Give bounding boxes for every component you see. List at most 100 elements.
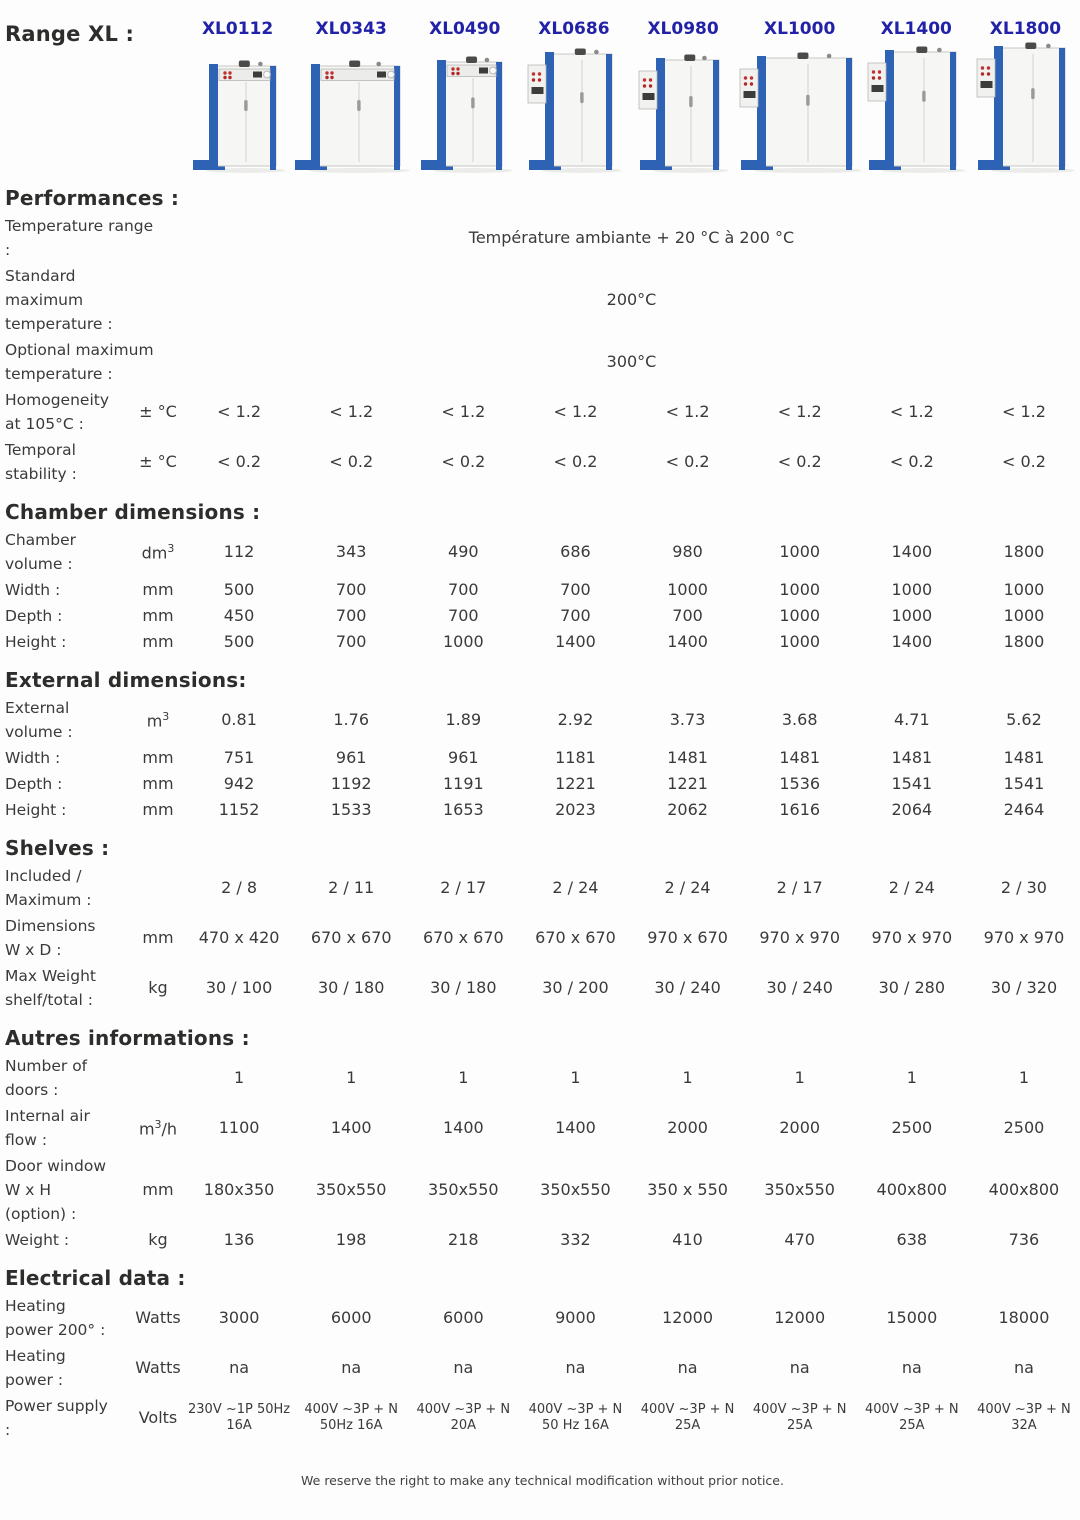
- value-depth-xl0686: 1221: [555, 774, 596, 794]
- value-door-window-w-x-h-option-xl0343: 350x550: [315, 1180, 387, 1200]
- value-power-supply-xl0980: 400V ~3P + N 25A: [640, 1401, 735, 1433]
- row-label-line: :: [5, 240, 11, 259]
- oven-image-xl0686: [526, 41, 622, 173]
- value-external-volume-xl0490: 1.89: [445, 710, 482, 730]
- value-included-maximum-xl0686: 2 / 24: [552, 878, 599, 898]
- model-name-xl0980: XL0980: [647, 19, 719, 39]
- model-name-xl0343: XL0343: [315, 19, 387, 39]
- value-door-window-w-x-h-option-xl0980: 350 x 550: [647, 1180, 728, 1200]
- value-weight-xl0980: 410: [672, 1230, 703, 1250]
- value-depth-xl0980: 700: [672, 606, 703, 626]
- row-label-line: maximum: [5, 290, 84, 309]
- value-internal-air-flow-xl0980: 2000: [667, 1118, 708, 1138]
- value-chamber-volume-xl1800: 1800: [1003, 542, 1045, 562]
- spec-row-width: Width : mm 500 700 700 700 1000 1000 1000 1000: [5, 577, 1080, 603]
- value-width-xl0686: 1181: [555, 748, 596, 768]
- value-internal-air-flow-xl0686: 1400: [555, 1118, 596, 1138]
- value-max-weight-shelf-total-xl0490: 30 / 180: [430, 978, 497, 998]
- value-dimensions-w-x-d-xl0980: 970 x 670: [647, 928, 728, 948]
- row-label-line: flow :: [5, 1130, 48, 1149]
- row-unit-door-window-w-x-h-option: mm: [142, 1180, 174, 1200]
- value-homogeneity-at-105-c-xl0343: < 1.2: [329, 402, 374, 422]
- row-label-temporal-stability: Temporal stability :: [5, 438, 133, 486]
- value-width-xl0490: 700: [448, 580, 479, 600]
- value-number-of-doors-xl0343: 1: [346, 1068, 357, 1088]
- value-width-xl0980: 1481: [667, 748, 708, 768]
- row-label-line: Included /: [5, 866, 82, 885]
- row-label-line: power :: [5, 1370, 64, 1389]
- value-homogeneity-at-105-c-xl0112: < 1.2: [217, 402, 262, 422]
- spec-row-height: Height : mm 1152 1533 1653 2023 2062 1616 2064 24…: [5, 797, 1080, 823]
- model-name-xl0490: XL0490: [429, 19, 501, 39]
- value-power-supply-xl0112: 230V ~1P 50Hz 16A: [188, 1401, 291, 1433]
- row-label-internal-air-flow: Internal air flow :: [5, 1104, 133, 1152]
- value-max-weight-shelf-total-xl0343: 30 / 180: [317, 978, 385, 998]
- value-internal-air-flow-xl1000: 2000: [779, 1118, 821, 1138]
- value-height-xl1800: 1800: [1003, 632, 1045, 652]
- oven-image-xl0343: [292, 41, 411, 173]
- value-temporal-stability-xl0112: < 0.2: [217, 452, 262, 472]
- spec-row-depth: Depth : mm 942 1192 1191 1221 1221 1536 1541 1541: [5, 771, 1080, 797]
- model-name-xl1000: XL1000: [764, 19, 836, 39]
- value-temporal-stability-xl1000: < 0.2: [777, 452, 822, 472]
- row-unit-height: mm: [142, 800, 174, 820]
- value-number-of-doors-xl1000: 1: [794, 1068, 805, 1088]
- section-title-shelves: Shelves :: [5, 835, 110, 860]
- row-label-line: Internal air: [5, 1106, 90, 1125]
- value-weight-xl0343: 198: [335, 1230, 367, 1250]
- value-heating-power-xl0686: na: [565, 1358, 586, 1378]
- value-chamber-volume-xl0490: 490: [448, 542, 479, 562]
- row-unit-width: mm: [142, 748, 174, 768]
- row-label-temperature-range: Temperature range:: [5, 214, 154, 262]
- model-column-xl0686: XL0686: [519, 20, 628, 173]
- row-label-line: at 105°C :: [5, 414, 84, 433]
- value-temporal-stability-xl0490: < 0.2: [441, 452, 486, 472]
- spec-row-internal-air-flow: Internal air flow : m3/h 1100 1400 1400 1400 20…: [5, 1103, 1080, 1153]
- section-title-electrical-data: Electrical data :: [5, 1265, 186, 1290]
- model-column-xl1000: XL1000: [738, 20, 862, 173]
- section-chamber-dimensions: Chamber dimensions : Chamber volume : dm3 11…: [5, 500, 1080, 655]
- row-label-line: stability :: [5, 464, 77, 483]
- row-unit-dimensions-w-x-d: mm: [142, 928, 174, 948]
- model-column-xl0343: XL0343: [292, 19, 411, 173]
- spec-row-max-weight-shelf-total: Max Weight shelf/total : kg 30 / 100 30 / 18…: [5, 963, 1080, 1013]
- value-number-of-doors-xl1800: 1: [1018, 1068, 1030, 1088]
- value-included-maximum-xl0490: 2 / 17: [440, 878, 487, 898]
- value-depth-xl0490: 1191: [442, 774, 484, 794]
- value-chamber-volume-xl1400: 1400: [891, 542, 933, 562]
- spec-sections: Performances : Temperature range: Températ…: [5, 186, 1080, 1443]
- row-unit-homogeneity-at-105-c: ± °C: [139, 402, 177, 422]
- row-label-line: Height :: [5, 632, 67, 651]
- value-number-of-doors-xl0490: 1: [458, 1068, 469, 1088]
- value-external-volume-xl1800: 5.62: [1006, 710, 1042, 730]
- spec-row-included-maximum: Included / Maximum : 2 / 8 2 / 11 2 / 17 2 / …: [5, 863, 1080, 913]
- row-label-line: Standard: [5, 266, 76, 285]
- value-internal-air-flow-xl0343: 1400: [330, 1118, 372, 1138]
- row-unit-chamber-volume: dm3: [141, 541, 175, 562]
- value-height-xl0980: 1400: [667, 632, 708, 652]
- spec-row-external-volume: External volume : m3 0.81 1.76 1.89 2.92 3.73 3.…: [5, 695, 1080, 745]
- value-height-xl0980: 2062: [667, 800, 708, 820]
- row-unit-temporal-stability: ± °C: [139, 452, 177, 472]
- range-label: Range XL :: [5, 22, 135, 46]
- value-door-window-w-x-h-option-xl1000: 350x550: [764, 1180, 835, 1200]
- row-label-number-of-doors: Number of doors :: [5, 1054, 133, 1102]
- value-height-xl1400: 2064: [891, 800, 933, 820]
- spec-row-heating-power: Heating power : Watts na na na na na na na na: [5, 1343, 1080, 1393]
- value-temporal-stability-xl1800: < 0.2: [1001, 452, 1046, 472]
- row-label-line: Depth :: [5, 606, 63, 625]
- section-title-external-dimensions: External dimensions:: [5, 667, 247, 692]
- row-label-line: Temporal: [5, 440, 76, 459]
- row-label-line: doors :: [5, 1080, 59, 1099]
- model-column-xl0980: XL0980: [628, 20, 737, 173]
- value-internal-air-flow-xl0490: 1400: [442, 1118, 484, 1138]
- section-external-dimensions: External dimensions: External volume : m3 0.…: [5, 668, 1080, 823]
- value-width-xl0112: 500: [223, 580, 255, 600]
- row-label-line: W x D :: [5, 940, 62, 959]
- value-included-maximum-xl1000: 2 / 17: [776, 878, 823, 898]
- row-label-line: Temperature range: [5, 216, 154, 235]
- model-column-xl1400: XL1400: [862, 20, 971, 173]
- value-homogeneity-at-105-c-xl0490: < 1.2: [441, 402, 486, 422]
- value-dimensions-w-x-d-xl0343: 670 x 670: [310, 928, 392, 948]
- value-door-window-w-x-h-option-xl0686: 350x550: [540, 1180, 611, 1200]
